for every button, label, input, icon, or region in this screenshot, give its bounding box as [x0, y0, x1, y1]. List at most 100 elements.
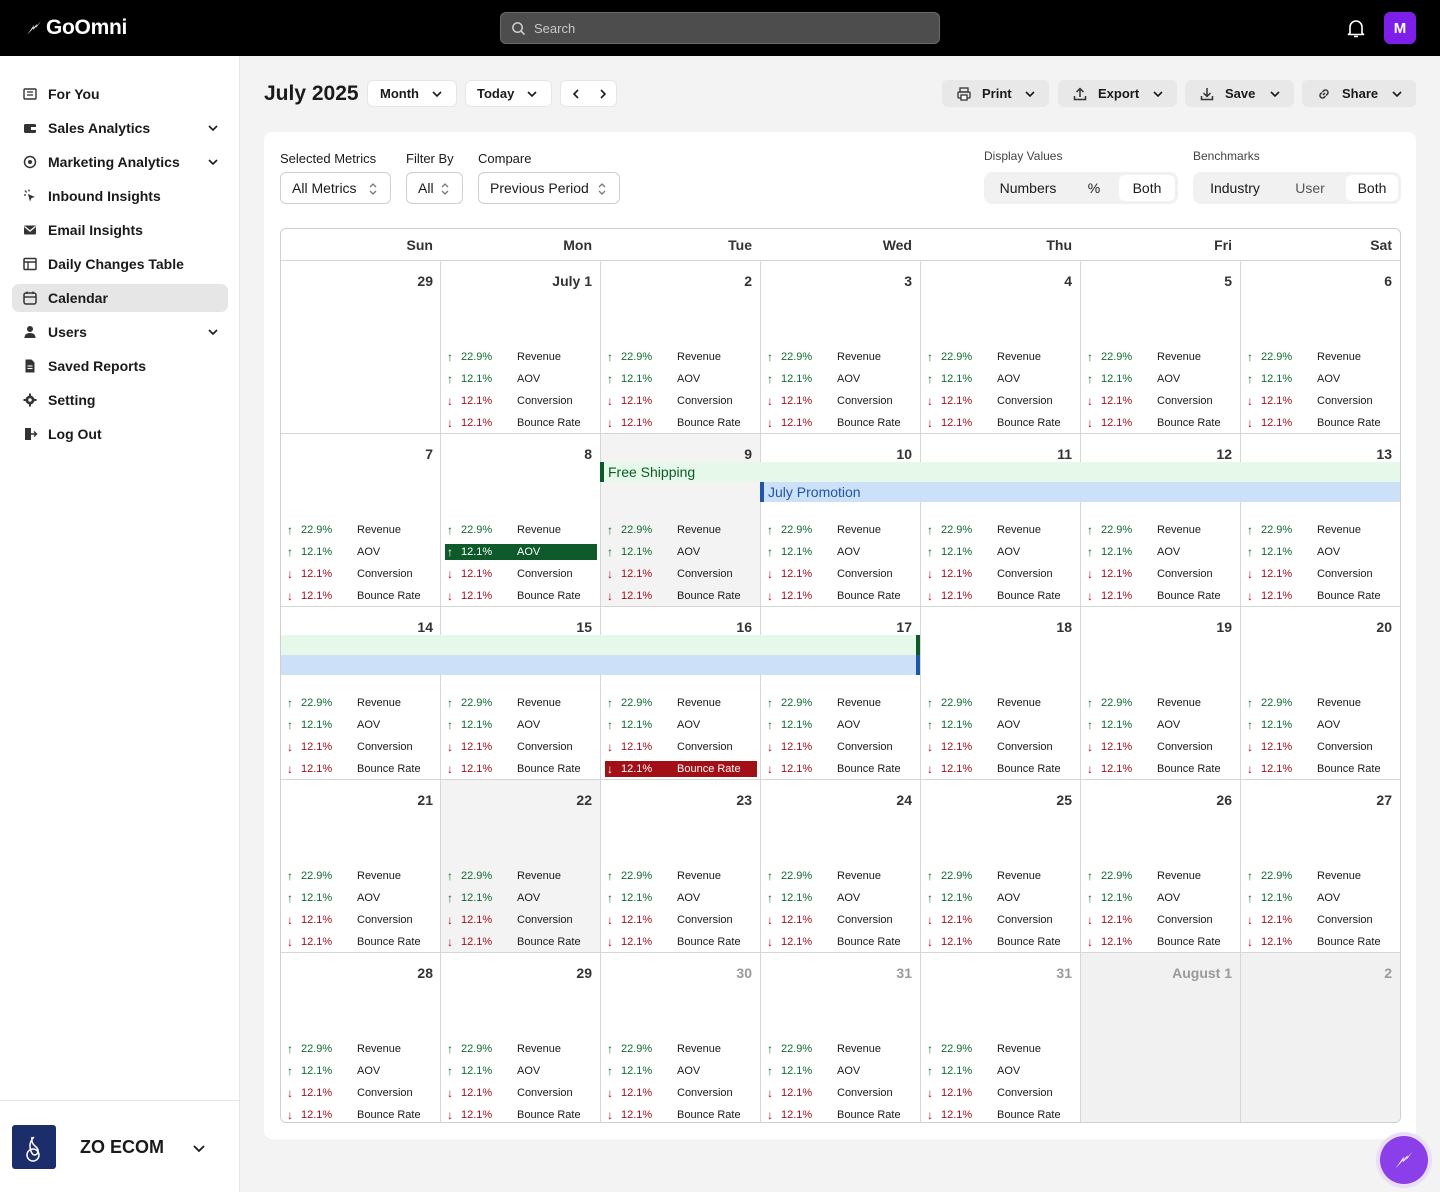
calendar-day-cell[interactable]: 24 ↑ 22.9% Revenue ↑ 12.1% AOV ↓ 12.1% Conversion… [760, 779, 920, 952]
metric-row-aov[interactable]: ↑ 12.1% AOV [605, 544, 757, 560]
sidebar-item-calendar[interactable]: Calendar [12, 284, 228, 312]
sidebar-item-for-you[interactable]: For You [12, 80, 228, 108]
metric-row-aov[interactable]: ↑ 12.1% AOV [605, 890, 757, 906]
metric-row-revenue[interactable]: ↑ 22.9% Revenue [1245, 522, 1397, 538]
metric-row-aov[interactable]: ↑ 12.1% AOV [1085, 890, 1237, 906]
metric-row-conversion[interactable]: ↓ 12.1% Conversion [445, 566, 597, 582]
metric-row-revenue[interactable]: ↑ 22.9% Revenue [445, 522, 597, 538]
metric-row-conversion[interactable]: ↓ 12.1% Conversion [285, 739, 437, 755]
filter-by-select[interactable]: All [406, 172, 463, 204]
metric-row-bounce-rate[interactable]: ↓ 12.1% Bounce Rate [765, 761, 917, 777]
metric-row-conversion[interactable]: ↓ 12.1% Conversion [1085, 393, 1237, 409]
metric-row-conversion[interactable]: ↓ 12.1% Conversion [285, 1085, 437, 1101]
metric-row-conversion[interactable]: ↓ 12.1% Conversion [765, 739, 917, 755]
metric-row-bounce-rate[interactable]: ↓ 12.1% Bounce Rate [1245, 934, 1397, 950]
org-switcher[interactable]: ZO ECOM [0, 1100, 239, 1192]
metric-row-bounce-rate[interactable]: ↓ 12.1% Bounce Rate [285, 1107, 437, 1122]
metric-row-aov[interactable]: ↑ 12.1% AOV [285, 717, 437, 733]
metric-row-revenue[interactable]: ↑ 22.9% Revenue [765, 1041, 917, 1057]
metric-row-revenue[interactable]: ↑ 22.9% Revenue [1245, 868, 1397, 884]
calendar-day-cell[interactable]: 10 ↑ 22.9% Revenue ↑ 12.1% AOV ↓ 12.1% Conversion… [760, 433, 920, 606]
metric-row-conversion[interactable]: ↓ 12.1% Conversion [605, 912, 757, 928]
metric-row-bounce-rate[interactable]: ↓ 12.1% Bounce Rate [765, 1107, 917, 1122]
next-month-icon[interactable] [596, 87, 610, 101]
display-numbers-option[interactable]: Numbers [999, 180, 1057, 196]
calendar-day-cell[interactable]: 31 ↑ 22.9% Revenue ↑ 12.1% AOV ↓ 12.1% Conversion… [920, 952, 1080, 1122]
metric-row-bounce-rate[interactable]: ↓ 12.1% Bounce Rate [605, 415, 757, 431]
metric-row-aov[interactable]: ↑ 12.1% AOV [285, 890, 437, 906]
metric-row-conversion[interactable]: ↓ 12.1% Conversion [1085, 739, 1237, 755]
calendar-day-cell[interactable]: 14 ↑ 22.9% Revenue ↑ 12.1% AOV ↓ 12.1% Conversion… [281, 606, 441, 779]
metric-row-revenue[interactable]: ↑ 22.9% Revenue [605, 1041, 757, 1057]
metric-row-bounce-rate[interactable]: ↓ 12.1% Bounce Rate [445, 588, 597, 604]
calendar-day-cell[interactable]: 13 ↑ 22.9% Revenue ↑ 12.1% AOV ↓ 12.1% Conversion… [1240, 433, 1400, 606]
metric-row-conversion[interactable]: ↓ 12.1% Conversion [925, 566, 1077, 582]
metric-row-aov[interactable]: ↑ 12.1% AOV [925, 544, 1077, 560]
metric-row-conversion[interactable]: ↓ 12.1% Conversion [765, 912, 917, 928]
metric-row-bounce-rate[interactable]: ↓ 12.1% Bounce Rate [445, 761, 597, 777]
metric-row-revenue[interactable]: ↑ 22.9% Revenue [765, 695, 917, 711]
calendar-day-cell[interactable]: 22 ↑ 22.9% Revenue ↑ 12.1% AOV ↓ 12.1% Conversion… [440, 779, 600, 952]
metric-row-revenue[interactable]: ↑ 22.9% Revenue [445, 868, 597, 884]
chevron-down-icon[interactable] [206, 155, 220, 169]
metric-row-bounce-rate[interactable]: ↓ 12.1% Bounce Rate [605, 588, 757, 604]
metric-row-revenue[interactable]: ↑ 22.9% Revenue [1085, 522, 1237, 538]
metric-row-revenue[interactable]: ↑ 22.9% Revenue [285, 1041, 437, 1057]
metric-row-bounce-rate[interactable]: ↓ 12.1% Bounce Rate [925, 588, 1077, 604]
metric-row-revenue[interactable]: ↑ 22.9% Revenue [765, 522, 917, 538]
calendar-day-cell[interactable]: 29 ↑ 22.9% Revenue ↑ 12.1% AOV ↓ 12.1% Conversion… [440, 952, 600, 1122]
metric-row-bounce-rate[interactable]: ↓ 12.1% Bounce Rate [445, 415, 597, 431]
metric-row-revenue[interactable]: ↑ 22.9% Revenue [925, 349, 1077, 365]
metric-row-revenue[interactable]: ↑ 22.9% Revenue [765, 349, 917, 365]
metric-row-revenue[interactable]: ↑ 22.9% Revenue [925, 1041, 1077, 1057]
metric-row-conversion[interactable]: ↓ 12.1% Conversion [605, 1085, 757, 1101]
metric-row-aov[interactable]: ↑ 12.1% AOV [445, 890, 597, 906]
metric-row-bounce-rate[interactable]: ↓ 12.1% Bounce Rate [1085, 761, 1237, 777]
metric-row-aov[interactable]: ↑ 12.1% AOV [765, 544, 917, 560]
calendar-day-cell[interactable]: 12 ↑ 22.9% Revenue ↑ 12.1% AOV ↓ 12.1% Conversion… [1080, 433, 1240, 606]
metric-row-conversion[interactable]: ↓ 12.1% Conversion [1085, 912, 1237, 928]
metric-row-bounce-rate[interactable]: ↓ 12.1% Bounce Rate [925, 934, 1077, 950]
metric-row-revenue[interactable]: ↑ 22.9% Revenue [765, 868, 917, 884]
metric-row-aov[interactable]: ↑ 12.1% AOV [765, 371, 917, 387]
app-logo[interactable]: GoOmni [25, 16, 127, 40]
metric-row-aov[interactable]: ↑ 12.1% AOV [445, 1063, 597, 1079]
event-bar[interactable]: Free Shipping [600, 462, 1400, 482]
event-bar[interactable] [281, 635, 920, 655]
calendar-day-cell[interactable]: 18 ↑ 22.9% Revenue ↑ 12.1% AOV ↓ 12.1% Conversion… [920, 606, 1080, 779]
metric-row-aov[interactable]: ↑ 12.1% AOV [765, 1063, 917, 1079]
calendar-day-cell[interactable]: August 1 [1080, 952, 1240, 1122]
sidebar-item-users[interactable]: Users [12, 318, 228, 346]
metric-row-conversion[interactable]: ↓ 12.1% Conversion [1245, 566, 1397, 582]
metric-row-conversion[interactable]: ↓ 12.1% Conversion [925, 739, 1077, 755]
calendar-day-cell[interactable]: 21 ↑ 22.9% Revenue ↑ 12.1% AOV ↓ 12.1% Conversion… [281, 779, 441, 952]
metric-row-conversion[interactable]: ↓ 12.1% Conversion [925, 393, 1077, 409]
calendar-day-cell[interactable]: 2 ↑ 22.9% Revenue ↑ 12.1% AOV ↓ 12.1% Conversion ↓… [600, 260, 760, 433]
display-both-option[interactable]: Both [1119, 175, 1175, 201]
metric-row-bounce-rate[interactable]: ↓ 12.1% Bounce Rate [1245, 588, 1397, 604]
calendar-day-cell[interactable]: 3 ↑ 22.9% Revenue ↑ 12.1% AOV ↓ 12.1% Conversion ↓… [760, 260, 920, 433]
metric-row-bounce-rate[interactable]: ↓ 12.1% Bounce Rate [1245, 761, 1397, 777]
metric-row-conversion[interactable]: ↓ 12.1% Conversion [445, 739, 597, 755]
search-bar[interactable] [500, 12, 940, 44]
calendar-day-cell[interactable]: 31 ↑ 22.9% Revenue ↑ 12.1% AOV ↓ 12.1% Conversion… [760, 952, 920, 1122]
calendar-day-cell[interactable]: 20 ↑ 22.9% Revenue ↑ 12.1% AOV ↓ 12.1% Conversion… [1240, 606, 1400, 779]
display-percent-option[interactable]: % [1087, 180, 1101, 196]
metric-row-bounce-rate[interactable]: ↓ 12.1% Bounce Rate [1085, 588, 1237, 604]
calendar-day-cell[interactable]: 25 ↑ 22.9% Revenue ↑ 12.1% AOV ↓ 12.1% Conversion… [920, 779, 1080, 952]
calendar-day-cell[interactable]: 16 ↑ 22.9% Revenue ↑ 12.1% AOV ↓ 12.1% Conversion… [600, 606, 760, 779]
metric-row-aov[interactable]: ↑ 12.1% AOV [765, 890, 917, 906]
metric-row-conversion[interactable]: ↓ 12.1% Conversion [1245, 739, 1397, 755]
metric-row-revenue[interactable]: ↑ 22.9% Revenue [605, 522, 757, 538]
metric-row-revenue[interactable]: ↑ 22.9% Revenue [1245, 695, 1397, 711]
metric-row-conversion[interactable]: ↓ 12.1% Conversion [1245, 912, 1397, 928]
calendar-day-cell[interactable]: 5 ↑ 22.9% Revenue ↑ 12.1% AOV ↓ 12.1% Conversion ↓… [1080, 260, 1240, 433]
event-bar[interactable] [281, 655, 920, 675]
metric-row-revenue[interactable]: ↑ 22.9% Revenue [1085, 695, 1237, 711]
chevron-down-icon[interactable] [206, 121, 220, 135]
benchmark-user-option[interactable]: User [1295, 180, 1325, 196]
metric-row-conversion[interactable]: ↓ 12.1% Conversion [765, 393, 917, 409]
metric-row-bounce-rate[interactable]: ↓ 12.1% Bounce Rate [285, 934, 437, 950]
event-bar[interactable]: July Promotion [760, 482, 1400, 502]
metric-row-conversion[interactable]: ↓ 12.1% Conversion [605, 739, 757, 755]
